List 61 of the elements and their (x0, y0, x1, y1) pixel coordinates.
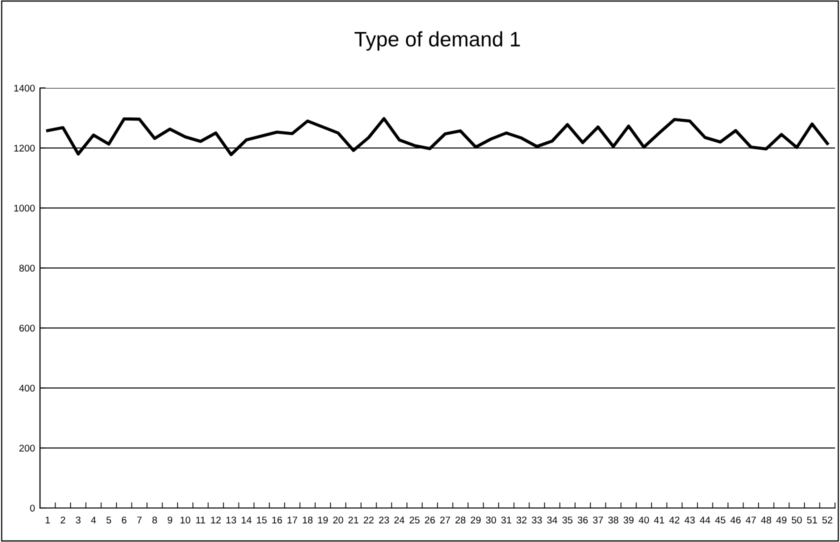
x-tick-label: 30 (486, 516, 496, 524)
x-tick-label: 29 (470, 516, 481, 524)
x-tick-label: 50 (792, 516, 802, 524)
x-tick-label: 35 (562, 516, 572, 524)
x-tick-label: 23 (379, 516, 389, 524)
x-tick-label: 52 (822, 516, 832, 524)
y-tick-label: 1000 (14, 204, 35, 212)
x-tick-label: 32 (516, 516, 527, 524)
chart-title: Type of demand 1 (354, 31, 520, 51)
x-tick-label: 21 (348, 516, 358, 524)
x-tick-label: 42 (669, 516, 680, 524)
x-tick-label: 10 (180, 516, 190, 524)
x-tick-label: 1 (46, 516, 50, 524)
x-tick-label: 37 (592, 516, 603, 524)
x-tick-label: 8 (152, 516, 157, 524)
x-tick-label: 47 (746, 516, 756, 524)
x-tick-label: 41 (654, 516, 664, 524)
x-tick-label: 6 (122, 516, 126, 524)
x-tick-label: 36 (578, 516, 588, 524)
x-tick-label: 17 (288, 516, 298, 524)
y-tick-label: 1200 (14, 144, 35, 152)
x-tick-label: 39 (624, 516, 634, 524)
x-tick-label: 16 (272, 516, 282, 524)
x-tick-label: 43 (684, 516, 695, 524)
x-tick-label: 25 (410, 516, 420, 524)
x-tick-label: 40 (638, 516, 649, 524)
x-tick-label: 14 (242, 516, 252, 524)
x-tick-label: 34 (547, 516, 558, 524)
x-tick-label: 3 (76, 516, 80, 524)
x-tick-label: 26 (424, 516, 435, 524)
x-tick-label: 15 (257, 516, 267, 524)
x-tick-label: 33 (532, 516, 542, 524)
x-tick-label: 2 (60, 516, 66, 524)
x-tick-label: 13 (226, 516, 236, 524)
x-tick-label: 7 (137, 516, 142, 524)
y-tick-label: 800 (19, 264, 35, 272)
x-tick-label: 45 (715, 516, 726, 524)
x-tick-label: 18 (302, 516, 313, 524)
x-tick-label: 5 (106, 516, 112, 524)
x-tick-label: 4 (91, 516, 96, 524)
y-tick-label: 600 (19, 324, 35, 332)
y-tick-label: 400 (19, 384, 35, 392)
y-tick-label: 0 (30, 504, 35, 512)
x-tick-label: 49 (776, 516, 786, 524)
x-tick-label: 22 (364, 516, 374, 524)
x-tick-label: 46 (730, 516, 741, 524)
x-tick-label: 19 (318, 516, 328, 524)
x-tick-label: 20 (333, 516, 344, 524)
x-tick-label: 51 (807, 516, 817, 524)
x-tick-label: 44 (700, 516, 710, 524)
y-tick-label: 200 (19, 444, 35, 452)
y-tick-label: 1400 (14, 84, 35, 92)
x-tick-label: 27 (440, 516, 450, 524)
x-tick-label: 48 (761, 516, 772, 524)
x-tick-label: 38 (608, 516, 618, 524)
x-tick-label: 9 (168, 516, 172, 524)
x-tick-label: 11 (196, 516, 206, 524)
x-tick-label: 24 (394, 516, 404, 524)
x-tick-label: 31 (501, 516, 512, 524)
x-tick-label: 28 (456, 516, 466, 524)
x-tick-label: 12 (211, 516, 221, 524)
